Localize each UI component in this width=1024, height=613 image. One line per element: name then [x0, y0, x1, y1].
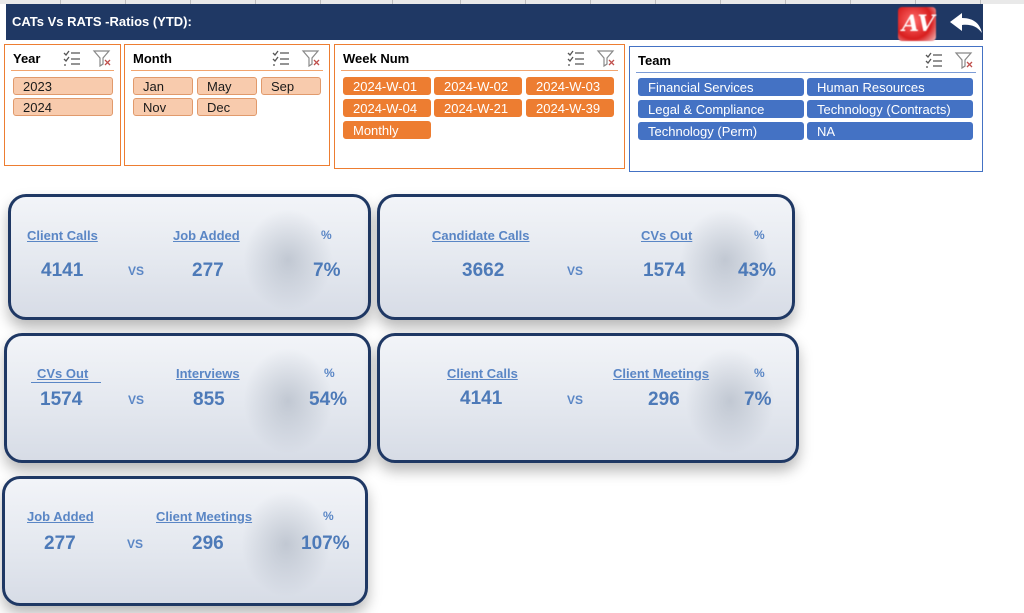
slicer-item-month-nov[interactable]: Nov — [133, 98, 193, 116]
slicer-item-year-2024[interactable]: 2024 — [13, 98, 113, 116]
kpi-card-client-calls-vs-client-meetings: Client Calls Client Meetings % 4141 VS 2… — [377, 333, 799, 463]
dashboard-title: CATs Vs RATS -Ratios (YTD): — [12, 14, 192, 29]
clear-filter-icon[interactable] — [954, 51, 974, 69]
vs-label: VS — [567, 393, 584, 407]
slicer-item-month-dec[interactable]: Dec — [197, 98, 257, 116]
left-metric-value: 277 — [44, 533, 76, 554]
right-metric-value: 855 — [193, 389, 225, 410]
slicer-item-week-w39[interactable]: 2024-W-39 — [526, 99, 614, 117]
left-metric-label: Client Calls — [447, 366, 518, 381]
multi-select-icon[interactable] — [924, 51, 944, 69]
month-slicer: Month Jan May Sep Nov Dec — [124, 44, 330, 166]
slicer-item-week-w02[interactable]: 2024-W-02 — [434, 77, 522, 95]
logo-text: AV — [902, 11, 935, 37]
left-metric-label: CVs Out — [37, 366, 89, 381]
percent-label: % — [754, 366, 765, 380]
vs-label: VS — [127, 537, 144, 551]
slicer-item-team-technology-perm[interactable]: Technology (Perm) — [638, 122, 804, 140]
slicer-item-year-2023[interactable]: 2023 — [13, 77, 113, 95]
percent-label: % — [323, 509, 334, 523]
multi-select-icon[interactable] — [271, 49, 291, 67]
left-metric-label: Job Added — [27, 509, 94, 524]
slicer-item-week-monthly[interactable]: Monthly — [343, 121, 431, 139]
vs-label: VS — [128, 264, 145, 278]
week-num-slicer: Week Num 2024-W-01 2024-W-02 2024-W-03 2… — [334, 44, 625, 169]
percent-value: 7% — [744, 389, 772, 410]
percent-value: 54% — [309, 389, 348, 410]
slicer-item-team-financial-services[interactable]: Financial Services — [638, 78, 804, 96]
multi-select-icon[interactable] — [62, 49, 82, 67]
right-metric-label: Interviews — [176, 366, 240, 381]
slicer-item-team-na[interactable]: NA — [807, 122, 973, 140]
week-slicer-title: Week Num — [343, 51, 410, 66]
percent-value: 43% — [738, 260, 777, 281]
right-metric-label: Job Added — [173, 228, 240, 243]
percent-value: 107% — [301, 533, 350, 554]
year-slicer-title: Year — [13, 51, 41, 66]
back-arrow-icon[interactable] — [946, 8, 986, 38]
sheet-gridlines — [0, 0, 1024, 4]
multi-select-icon[interactable] — [566, 49, 586, 67]
year-slicer: Year 2023 2024 — [4, 44, 121, 166]
slicer-item-week-w21[interactable]: 2024-W-21 — [434, 99, 522, 117]
left-metric-value: 3662 — [462, 260, 505, 281]
slicer-item-team-human-resources[interactable]: Human Resources — [807, 78, 973, 96]
kpi-card-job-added-vs-client-meetings: Job Added Client Meetings % 277 VS 296 1… — [2, 476, 368, 606]
month-slicer-title: Month — [133, 51, 172, 66]
right-metric-value: 1574 — [643, 260, 686, 281]
vs-label: VS — [128, 393, 145, 407]
vs-label: VS — [567, 264, 584, 278]
kpi-card-cvs-out-vs-interviews: CVs Out Interviews % 1574 VS 855 54% — [4, 333, 371, 463]
slicer-item-month-jan[interactable]: Jan — [133, 77, 193, 95]
slicer-item-month-sep[interactable]: Sep — [261, 77, 321, 95]
percent-label: % — [321, 228, 332, 242]
team-slicer-title: Team — [638, 53, 671, 68]
dashboard-header: CATs Vs RATS -Ratios (YTD): AV — [6, 4, 986, 41]
kpi-card-client-calls-vs-job-added: Client Calls Job Added % 4141 VS 277 7% — [8, 194, 371, 320]
right-metric-label: Client Meetings — [156, 509, 253, 524]
slicer-item-week-w03[interactable]: 2024-W-03 — [526, 77, 614, 95]
right-metric-value: 296 — [648, 389, 680, 410]
clear-filter-icon[interactable] — [92, 49, 112, 67]
clear-filter-icon[interactable] — [301, 49, 321, 67]
slicer-item-week-w04[interactable]: 2024-W-04 — [343, 99, 431, 117]
left-metric-value: 4141 — [460, 388, 503, 409]
percent-label: % — [324, 366, 335, 380]
left-metric-value: 1574 — [40, 389, 83, 410]
right-metric-value: 277 — [192, 260, 224, 281]
slicer-item-team-legal-compliance[interactable]: Legal & Compliance — [638, 100, 804, 118]
percent-value: 7% — [313, 260, 341, 281]
right-metric-value: 296 — [192, 533, 224, 554]
right-metric-label: CVs Out — [641, 228, 693, 243]
team-slicer: Team Financial Services Human Resources … — [629, 46, 983, 172]
left-metric-value: 4141 — [41, 260, 84, 281]
clear-filter-icon[interactable] — [596, 49, 616, 67]
left-metric-label: Client Calls — [27, 228, 98, 243]
percent-label: % — [754, 228, 765, 242]
right-metric-label: Client Meetings — [613, 366, 710, 381]
left-metric-label: Candidate Calls — [432, 228, 530, 243]
slicer-item-week-w01[interactable]: 2024-W-01 — [343, 77, 431, 95]
kpi-card-candidate-calls-vs-cvs-out: Candidate Calls CVs Out % 3662 VS 1574 4… — [377, 194, 795, 320]
slicer-item-team-technology-contracts[interactable]: Technology (Contracts) — [807, 100, 973, 118]
slicer-item-month-may[interactable]: May — [197, 77, 257, 95]
av-logo: AV — [898, 7, 936, 41]
